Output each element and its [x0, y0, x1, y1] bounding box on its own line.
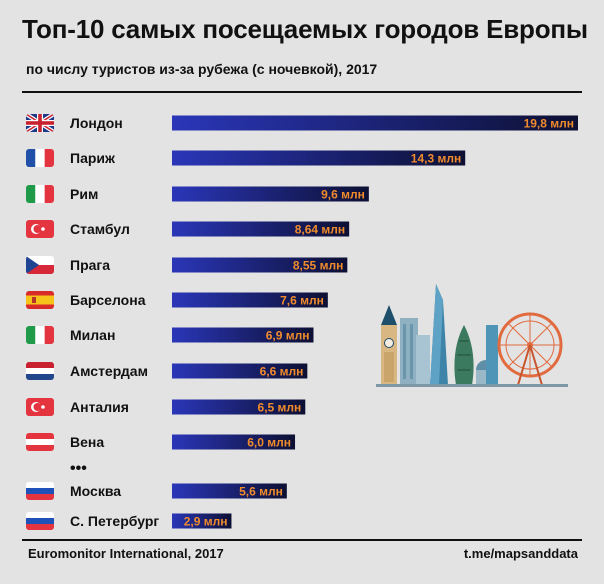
category-label: Москва [70, 483, 121, 499]
category-label: Париж [70, 150, 116, 166]
flag-austria-icon [26, 433, 54, 451]
flag-france-icon [26, 149, 54, 167]
category-label: Милан [70, 327, 115, 343]
value-label: 8,55 млн [293, 259, 343, 273]
flag-uk-icon [26, 114, 54, 132]
flag-turkey-icon [26, 220, 54, 238]
chart-row: Барселона 7,6 млн [26, 291, 328, 309]
bar [172, 434, 296, 450]
flag-czech-icon [26, 256, 54, 274]
london-skyline-illustration [376, 284, 568, 387]
value-label: 6,9 млн [266, 329, 310, 343]
chart-row: Прага 8,55 млн [26, 256, 348, 274]
bar [172, 327, 314, 343]
ellipsis: ••• [70, 460, 87, 477]
chart-row: Вена 6,0 млн [26, 433, 296, 451]
bar [172, 483, 287, 499]
flag-italy-icon [26, 326, 54, 344]
value-label: 8,64 млн [295, 223, 345, 237]
value-label: 19,8 млн [524, 117, 574, 131]
chart-row: Амстердам 6,6 млн [26, 362, 308, 380]
category-label: Рим [70, 186, 98, 202]
category-label: С. Петербург [70, 513, 159, 529]
header-divider [22, 91, 582, 93]
value-label: 9,6 млн [321, 188, 365, 202]
chart-row: Лондон 19,8 млн [26, 114, 578, 132]
source-note: Euromonitor International, 2017 [28, 546, 224, 561]
value-label: 14,3 млн [411, 152, 461, 166]
chart-row: Стамбул 8,64 млн [26, 220, 350, 238]
category-label: Прага [70, 257, 110, 273]
bar [172, 292, 328, 308]
chart-row: Анталия 6,5 млн [26, 398, 306, 416]
category-label: Амстердам [70, 363, 148, 379]
chart-title: Топ-10 самых посещаемых городов Европы [22, 14, 588, 44]
bar [172, 186, 369, 202]
bar [172, 150, 466, 166]
value-label: 6,0 млн [247, 436, 291, 450]
category-label: Анталия [70, 399, 129, 415]
category-label: Вена [70, 434, 104, 450]
bar [172, 399, 306, 415]
chart-row: Милан 6,9 млн [26, 326, 314, 344]
bar [172, 513, 232, 529]
chart-row: Москва 5,6 млн [26, 482, 287, 500]
value-label: 6,6 млн [260, 365, 304, 379]
flag-italy-icon [26, 185, 54, 203]
chart-row: С. Петербург 2,9 млн [26, 512, 232, 530]
bar [172, 363, 308, 379]
bar [172, 221, 350, 237]
chart-row: Рим 9,6 млн [26, 185, 369, 203]
category-label: Барселона [70, 292, 146, 308]
category-label: Лондон [70, 115, 123, 131]
bar [172, 257, 348, 273]
value-label: 2,9 млн [184, 515, 228, 529]
flag-russia-icon [26, 512, 54, 530]
value-label: 6,5 млн [258, 401, 302, 415]
bar [172, 115, 578, 131]
value-label: 7,6 млн [280, 294, 324, 308]
chart-subtitle: по числу туристов из-за рубежа (с ночевк… [26, 61, 378, 77]
flag-spain-icon [26, 291, 54, 309]
credit-link[interactable]: t.me/mapsanddata [463, 546, 578, 561]
chart-row: Париж 14,3 млн [26, 149, 466, 167]
flag-netherlands-icon [26, 362, 54, 380]
footer-divider [22, 539, 582, 541]
flag-turkey-icon [26, 398, 54, 416]
flag-russia-icon [26, 482, 54, 500]
category-label: Стамбул [70, 221, 130, 237]
value-label: 5,6 млн [239, 485, 283, 499]
